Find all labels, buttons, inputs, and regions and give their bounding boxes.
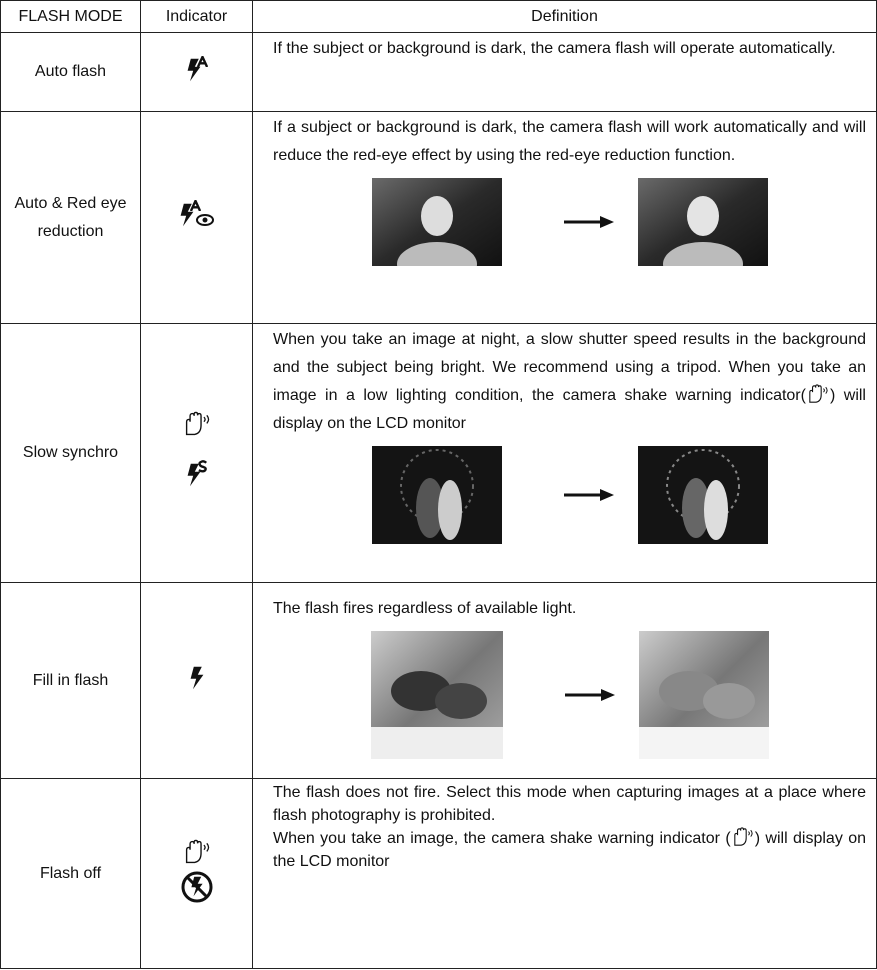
- fill-flash-icon: [190, 666, 203, 690]
- shake-icon: [733, 827, 753, 846]
- text: The flash fires regardless of available …: [273, 600, 577, 617]
- indicator: [140, 323, 253, 583]
- header-cell: FLASH MODE: [0, 0, 141, 33]
- shake-icon: [185, 411, 209, 436]
- flash-off-icon: [181, 871, 212, 902]
- arrow: [564, 688, 615, 702]
- photos: [273, 446, 866, 544]
- arrow: [563, 488, 614, 502]
- text: ) will display on the LCD monitor: [273, 387, 866, 432]
- text: When you take an image at night, a slow …: [273, 331, 866, 404]
- auto-flash-icon: [187, 55, 208, 81]
- definition: If a subject or background is dark, the …: [252, 111, 877, 324]
- text: If the subject or background is dark, th…: [273, 40, 836, 57]
- photo: [371, 446, 502, 544]
- header-cell: Indicator: [140, 0, 253, 33]
- red-eye-icon: [180, 200, 214, 227]
- slow-synchro-icon: [187, 460, 207, 487]
- indicator: [140, 111, 253, 324]
- definition: When you take an image at night, a slow …: [252, 323, 877, 583]
- shake-icon: [809, 384, 828, 403]
- header-cell: Definition: [252, 0, 877, 33]
- mode: Auto flash: [0, 32, 141, 112]
- photos: [273, 631, 866, 759]
- row: Slow synchro When you take an image at n…: [0, 323, 877, 583]
- indicator: [140, 778, 253, 969]
- definition: If the subject or background is dark, th…: [252, 32, 877, 112]
- row: Flash off The flash does not fire. Selec…: [0, 778, 877, 969]
- text: The flash does not fire. Select this mod…: [273, 784, 866, 824]
- definition: The flash fires regardless of available …: [252, 582, 877, 779]
- row: Auto flash If the subject or background …: [0, 32, 877, 112]
- header-row: FLASH MODE Indicator Definition: [0, 0, 877, 33]
- mode: Flash off: [0, 778, 141, 969]
- photo: [637, 178, 768, 266]
- photo: [638, 631, 769, 759]
- photo: [370, 631, 503, 759]
- photo: [637, 446, 768, 544]
- indicator: [140, 582, 253, 779]
- photo: [371, 178, 502, 266]
- text: ) will display on the LCD monitor: [273, 830, 867, 870]
- shake-icon: [185, 839, 209, 863]
- mode: Auto & Red eye reduction: [0, 111, 141, 324]
- row: Fill in flash The flash fires regardless…: [0, 582, 877, 779]
- text: If a subject or background is dark, the …: [273, 119, 866, 164]
- mode: Fill in flash: [0, 582, 141, 779]
- photos: [273, 178, 866, 266]
- row: Auto & Red eye reduction If a subject or…: [0, 111, 877, 324]
- text: When you take an image, the camera shake…: [273, 830, 731, 847]
- mode: Slow synchro: [0, 323, 141, 583]
- indicator: [140, 32, 253, 112]
- arrow: [563, 215, 614, 229]
- definition: The flash does not fire. Select this mod…: [252, 778, 877, 969]
